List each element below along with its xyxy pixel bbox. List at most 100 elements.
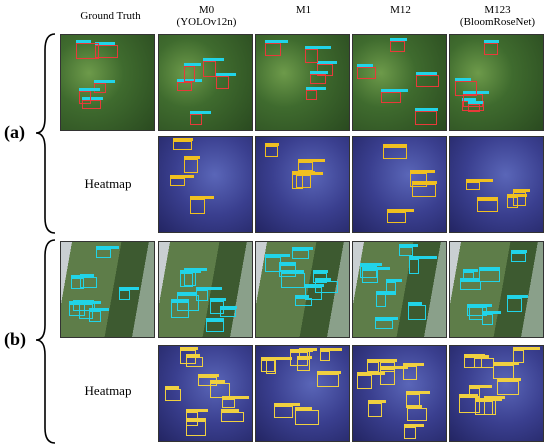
- detection-box: [281, 273, 305, 288]
- detection-box: [380, 92, 401, 103]
- detection-box: [386, 281, 397, 295]
- detection-tag: [357, 64, 373, 68]
- detection-tag: [75, 39, 92, 43]
- detection-tag: [198, 373, 219, 377]
- detection-box: [467, 306, 488, 317]
- detection-box: [210, 301, 225, 314]
- image-panel: [352, 241, 447, 338]
- detection-box: [88, 310, 102, 322]
- detection-tag: [185, 354, 200, 358]
- detection-box: [460, 281, 481, 290]
- detection-box: [478, 270, 501, 283]
- detection-tag: [176, 78, 202, 82]
- detection-tag: [180, 347, 199, 350]
- detection-tag: [484, 396, 506, 400]
- detection-tag: [409, 256, 438, 260]
- detection-box: [220, 412, 244, 423]
- detection-box: [402, 366, 418, 380]
- detection-tag: [186, 417, 206, 421]
- detection-tag: [415, 108, 439, 112]
- detection-tag: [383, 143, 407, 147]
- detection-tag: [80, 274, 95, 278]
- detection-box: [291, 173, 304, 190]
- detection-box: [304, 287, 322, 300]
- detection-tag: [477, 196, 498, 200]
- detection-tag: [380, 89, 408, 93]
- detection-box: [383, 146, 408, 160]
- image-panel: [158, 345, 253, 442]
- detection-box: [317, 64, 334, 77]
- detection-box: [184, 158, 199, 174]
- detection-tag: [317, 61, 338, 65]
- detection-tag: [203, 57, 224, 61]
- detection-box: [493, 365, 515, 379]
- detection-box: [475, 401, 494, 416]
- detection-tag: [316, 370, 341, 374]
- detection-box: [468, 387, 480, 397]
- detection-box: [169, 178, 186, 187]
- detection-tag: [513, 189, 530, 193]
- detection-box: [185, 357, 204, 367]
- detection-box: [95, 248, 112, 259]
- detection-box: [357, 374, 372, 390]
- detection-box: [362, 269, 379, 284]
- detection-tag: [169, 175, 195, 179]
- detection-box: [72, 302, 95, 312]
- detection-tag: [411, 180, 438, 184]
- image-panel: [158, 136, 253, 233]
- detection-tag: [264, 143, 280, 147]
- column-header: M123 (BloomRoseNet): [449, 4, 546, 28]
- detection-tag: [219, 305, 237, 309]
- image-panel: [60, 34, 155, 131]
- detection-box: [82, 99, 102, 109]
- detection-box: [360, 266, 378, 279]
- detection-box: [164, 388, 181, 402]
- detection-box: [196, 290, 209, 302]
- detection-box: [186, 411, 199, 427]
- detection-tag: [310, 71, 328, 75]
- detection-tag: [190, 195, 215, 199]
- detection-box: [415, 111, 438, 126]
- detection-tag: [416, 71, 437, 75]
- detection-box: [118, 290, 130, 300]
- detection-tag: [220, 409, 240, 413]
- detection-tag: [460, 278, 480, 282]
- detection-box: [221, 398, 236, 409]
- detection-box: [265, 42, 282, 57]
- detection-tag: [172, 138, 193, 142]
- detection-tag: [299, 347, 318, 351]
- detection-tag: [407, 301, 423, 305]
- detection-tag: [362, 266, 390, 270]
- image-panel: [352, 345, 447, 442]
- detection-tag: [313, 269, 328, 273]
- detection-box: [375, 294, 387, 308]
- column-sublabel: (YOLOv12n): [176, 16, 237, 28]
- detection-tag: [304, 46, 331, 50]
- detection-box: [316, 373, 340, 387]
- detection-tag: [184, 268, 207, 272]
- detection-tag: [298, 158, 325, 162]
- detection-tag: [402, 363, 425, 367]
- detection-box: [71, 277, 85, 289]
- image-panel: [352, 136, 447, 233]
- detection-box: [190, 198, 205, 215]
- detection-tag: [319, 348, 342, 352]
- detection-box: [296, 175, 312, 188]
- detection-box: [172, 141, 192, 150]
- group-label: (b): [4, 329, 26, 349]
- detection-tag: [305, 86, 326, 90]
- image-panel: [60, 241, 155, 338]
- detection-tag: [315, 278, 331, 282]
- detection-box: [483, 43, 498, 55]
- detection-tag: [281, 270, 304, 274]
- detection-tag: [265, 39, 289, 43]
- detection-tag: [379, 358, 398, 362]
- detection-tag: [216, 72, 236, 76]
- detection-box: [315, 281, 338, 293]
- image-panel: [449, 345, 544, 442]
- detection-tag: [360, 263, 382, 267]
- detection-tag: [510, 249, 527, 253]
- detection-tag: [367, 399, 387, 403]
- detection-box: [411, 183, 436, 197]
